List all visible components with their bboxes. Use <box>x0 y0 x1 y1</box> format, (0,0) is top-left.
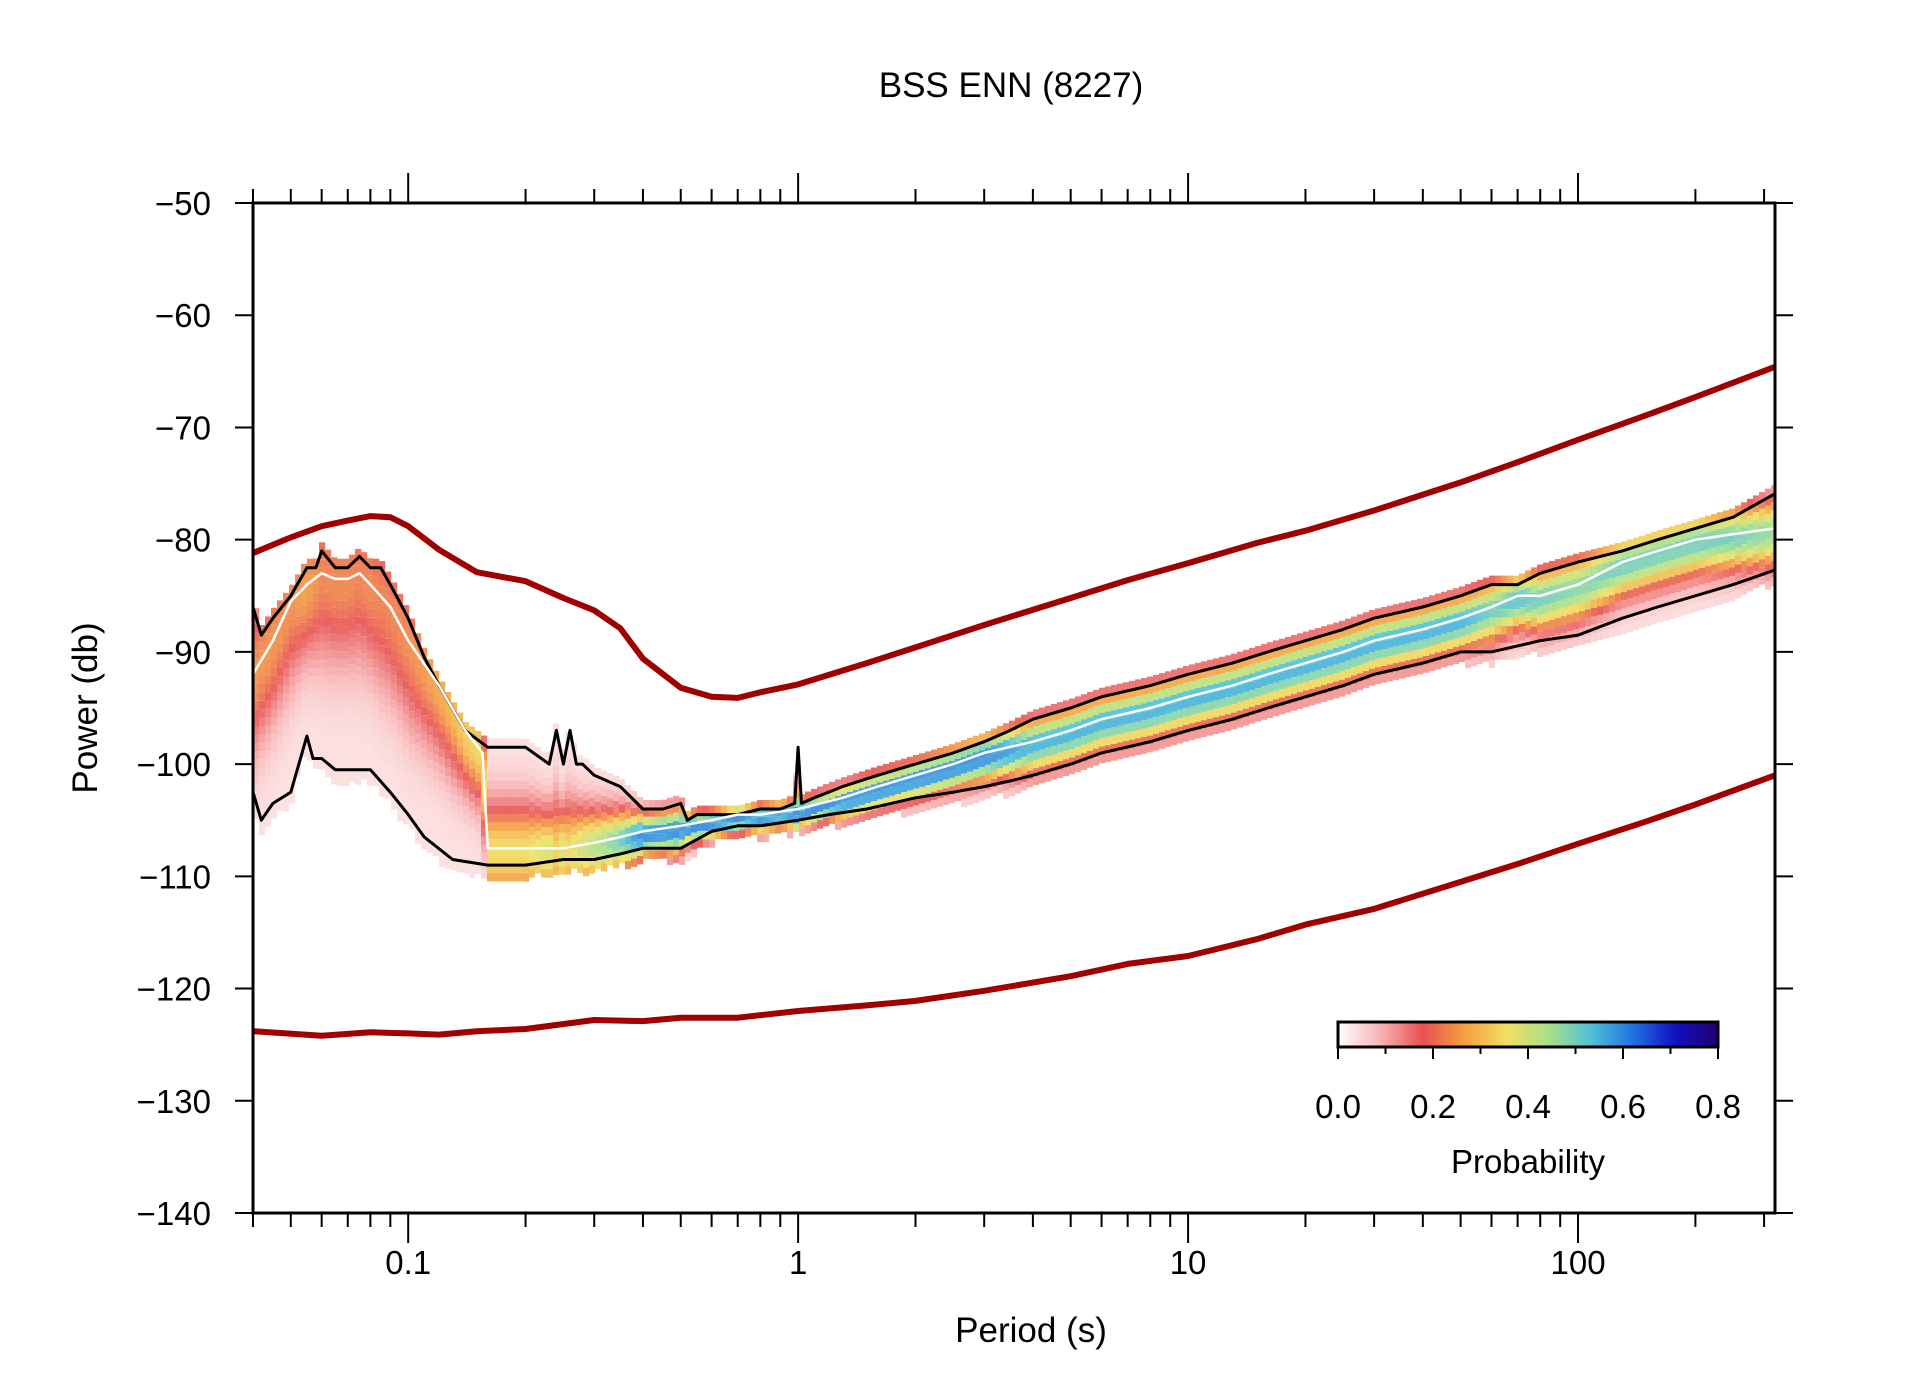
colorbar-scale <box>1336 1020 1720 1049</box>
y-tick-label: −80 <box>155 522 211 559</box>
y-tick-label: −90 <box>155 634 211 671</box>
noise-model-low-line <box>253 772 1775 1039</box>
colorbar-tick-label: 0.8 <box>1695 1088 1741 1125</box>
colorbar-tick-label: 0.6 <box>1600 1088 1646 1125</box>
colorbar-ticks: 0.0 0.2 0.4 0.6 0.8 <box>1315 1047 1741 1125</box>
plot-frame <box>251 201 1777 1215</box>
colorbar-tick-label: 0.0 <box>1315 1088 1361 1125</box>
y-axis-label: Power (db) <box>66 622 105 793</box>
chart-title: BSS ENN (8227) <box>879 66 1144 105</box>
x-axis-label: Period (s) <box>955 1311 1107 1350</box>
colorbar-tick-label: 0.4 <box>1505 1088 1551 1125</box>
y-tick-label: −120 <box>137 971 211 1008</box>
percentile-lower-line <box>253 568 1775 867</box>
probability-density <box>253 485 1775 882</box>
x-tick-label: 10 <box>1170 1244 1207 1281</box>
x-axis: 0.1 1 10 100 <box>252 173 1766 1281</box>
y-tick-label: −70 <box>155 409 211 446</box>
colorbar-tick-label: 0.2 <box>1410 1088 1456 1125</box>
x-tick-label: 0.1 <box>385 1244 431 1281</box>
colorbar: 0.0 0.2 0.4 0.6 0.8 Probability <box>1315 1020 1741 1180</box>
mode-line <box>253 527 1775 850</box>
y-tick-label: −140 <box>137 1195 211 1232</box>
y-tick-label: −60 <box>155 297 211 334</box>
y-tick-label: −130 <box>137 1083 211 1120</box>
y-tick-label: −100 <box>137 746 211 783</box>
noise-model-high-line <box>253 363 1775 701</box>
x-tick-label: 100 <box>1550 1244 1605 1281</box>
y-axis: −50 −60 −70 −80 −90 −100 −110 −120 −130 −140 <box>137 185 1793 1232</box>
x-tick-label: 1 <box>789 1244 807 1281</box>
y-tick-label: −50 <box>155 185 211 222</box>
colorbar-label: Probability <box>1451 1143 1606 1180</box>
y-tick-label: −110 <box>139 858 211 895</box>
series-group <box>253 363 1775 1039</box>
